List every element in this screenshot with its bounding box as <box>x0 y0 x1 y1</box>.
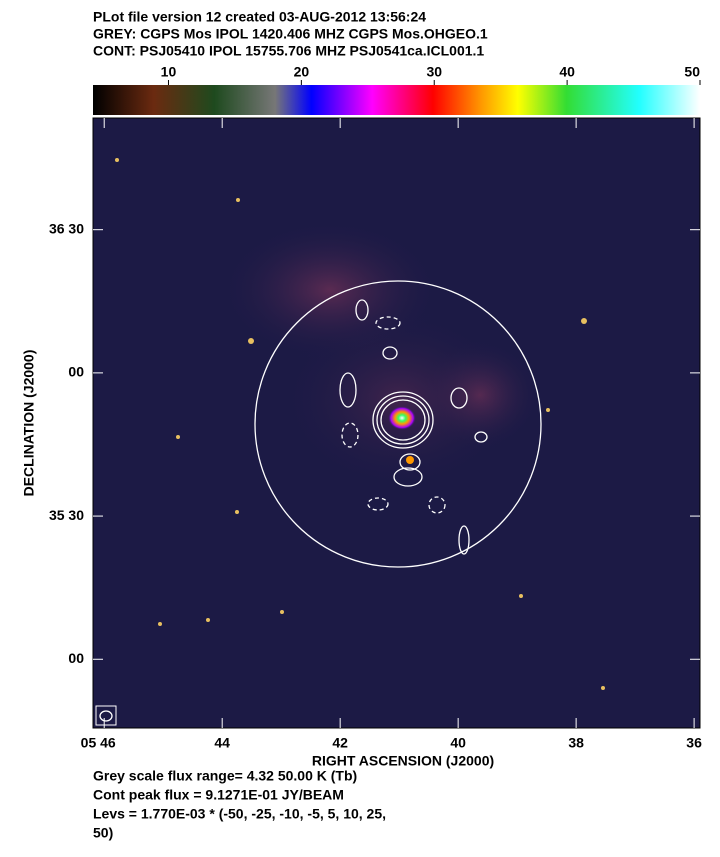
x-tick-label: 44 <box>214 735 230 751</box>
y-tick-label: 00 <box>68 364 84 380</box>
colorbar <box>93 85 700 115</box>
colorbar-tick-label: 30 <box>426 64 442 80</box>
colorbar-tick-label: 40 <box>559 64 575 80</box>
x-tick-label: 38 <box>568 735 584 751</box>
x-tick-label: 05 46 <box>81 735 116 751</box>
footer-line: Levs = 1.770E-03 * (-50, -25, -10, -5, 5… <box>93 806 386 822</box>
footer-line: Cont peak flux = 9.1271E-01 JY/BEAM <box>93 787 344 803</box>
colorbar-tick-label: 10 <box>161 64 177 80</box>
y-tick-label: 00 <box>68 650 84 666</box>
x-tick-label: 40 <box>450 735 466 751</box>
header-line: GREY: CGPS Mos IPOL 1420.406 MHZ CGPS Mo… <box>93 26 488 42</box>
header-line: CONT: PSJ05410 IPOL 15755.706 MHZ PSJ054… <box>93 43 484 59</box>
x-tick-label: 36 <box>686 735 702 751</box>
y-tick-label: 35 30 <box>49 507 84 523</box>
header: PLot file version 12 created 03-AUG-2012… <box>93 9 488 59</box>
footer: Grey scale flux range= 4.32 50.00 K (Tb)… <box>93 768 386 841</box>
footer-line: 50) <box>93 825 113 841</box>
x-axis-label: RIGHT ASCENSION (J2000) <box>312 753 494 769</box>
plot-frame <box>92 117 701 729</box>
x-tick-label: 42 <box>332 735 348 751</box>
colorbar-tick-label: 20 <box>294 64 310 80</box>
header-line: PLot file version 12 created 03-AUG-2012… <box>93 9 426 25</box>
y-axis-label: DECLINATION (J2000) <box>21 350 37 497</box>
y-tick-label: 36 30 <box>49 220 84 236</box>
footer-line: Grey scale flux range= 4.32 50.00 K (Tb) <box>93 768 357 784</box>
colorbar-tick-label: 50 <box>684 64 700 80</box>
image <box>93 118 700 728</box>
